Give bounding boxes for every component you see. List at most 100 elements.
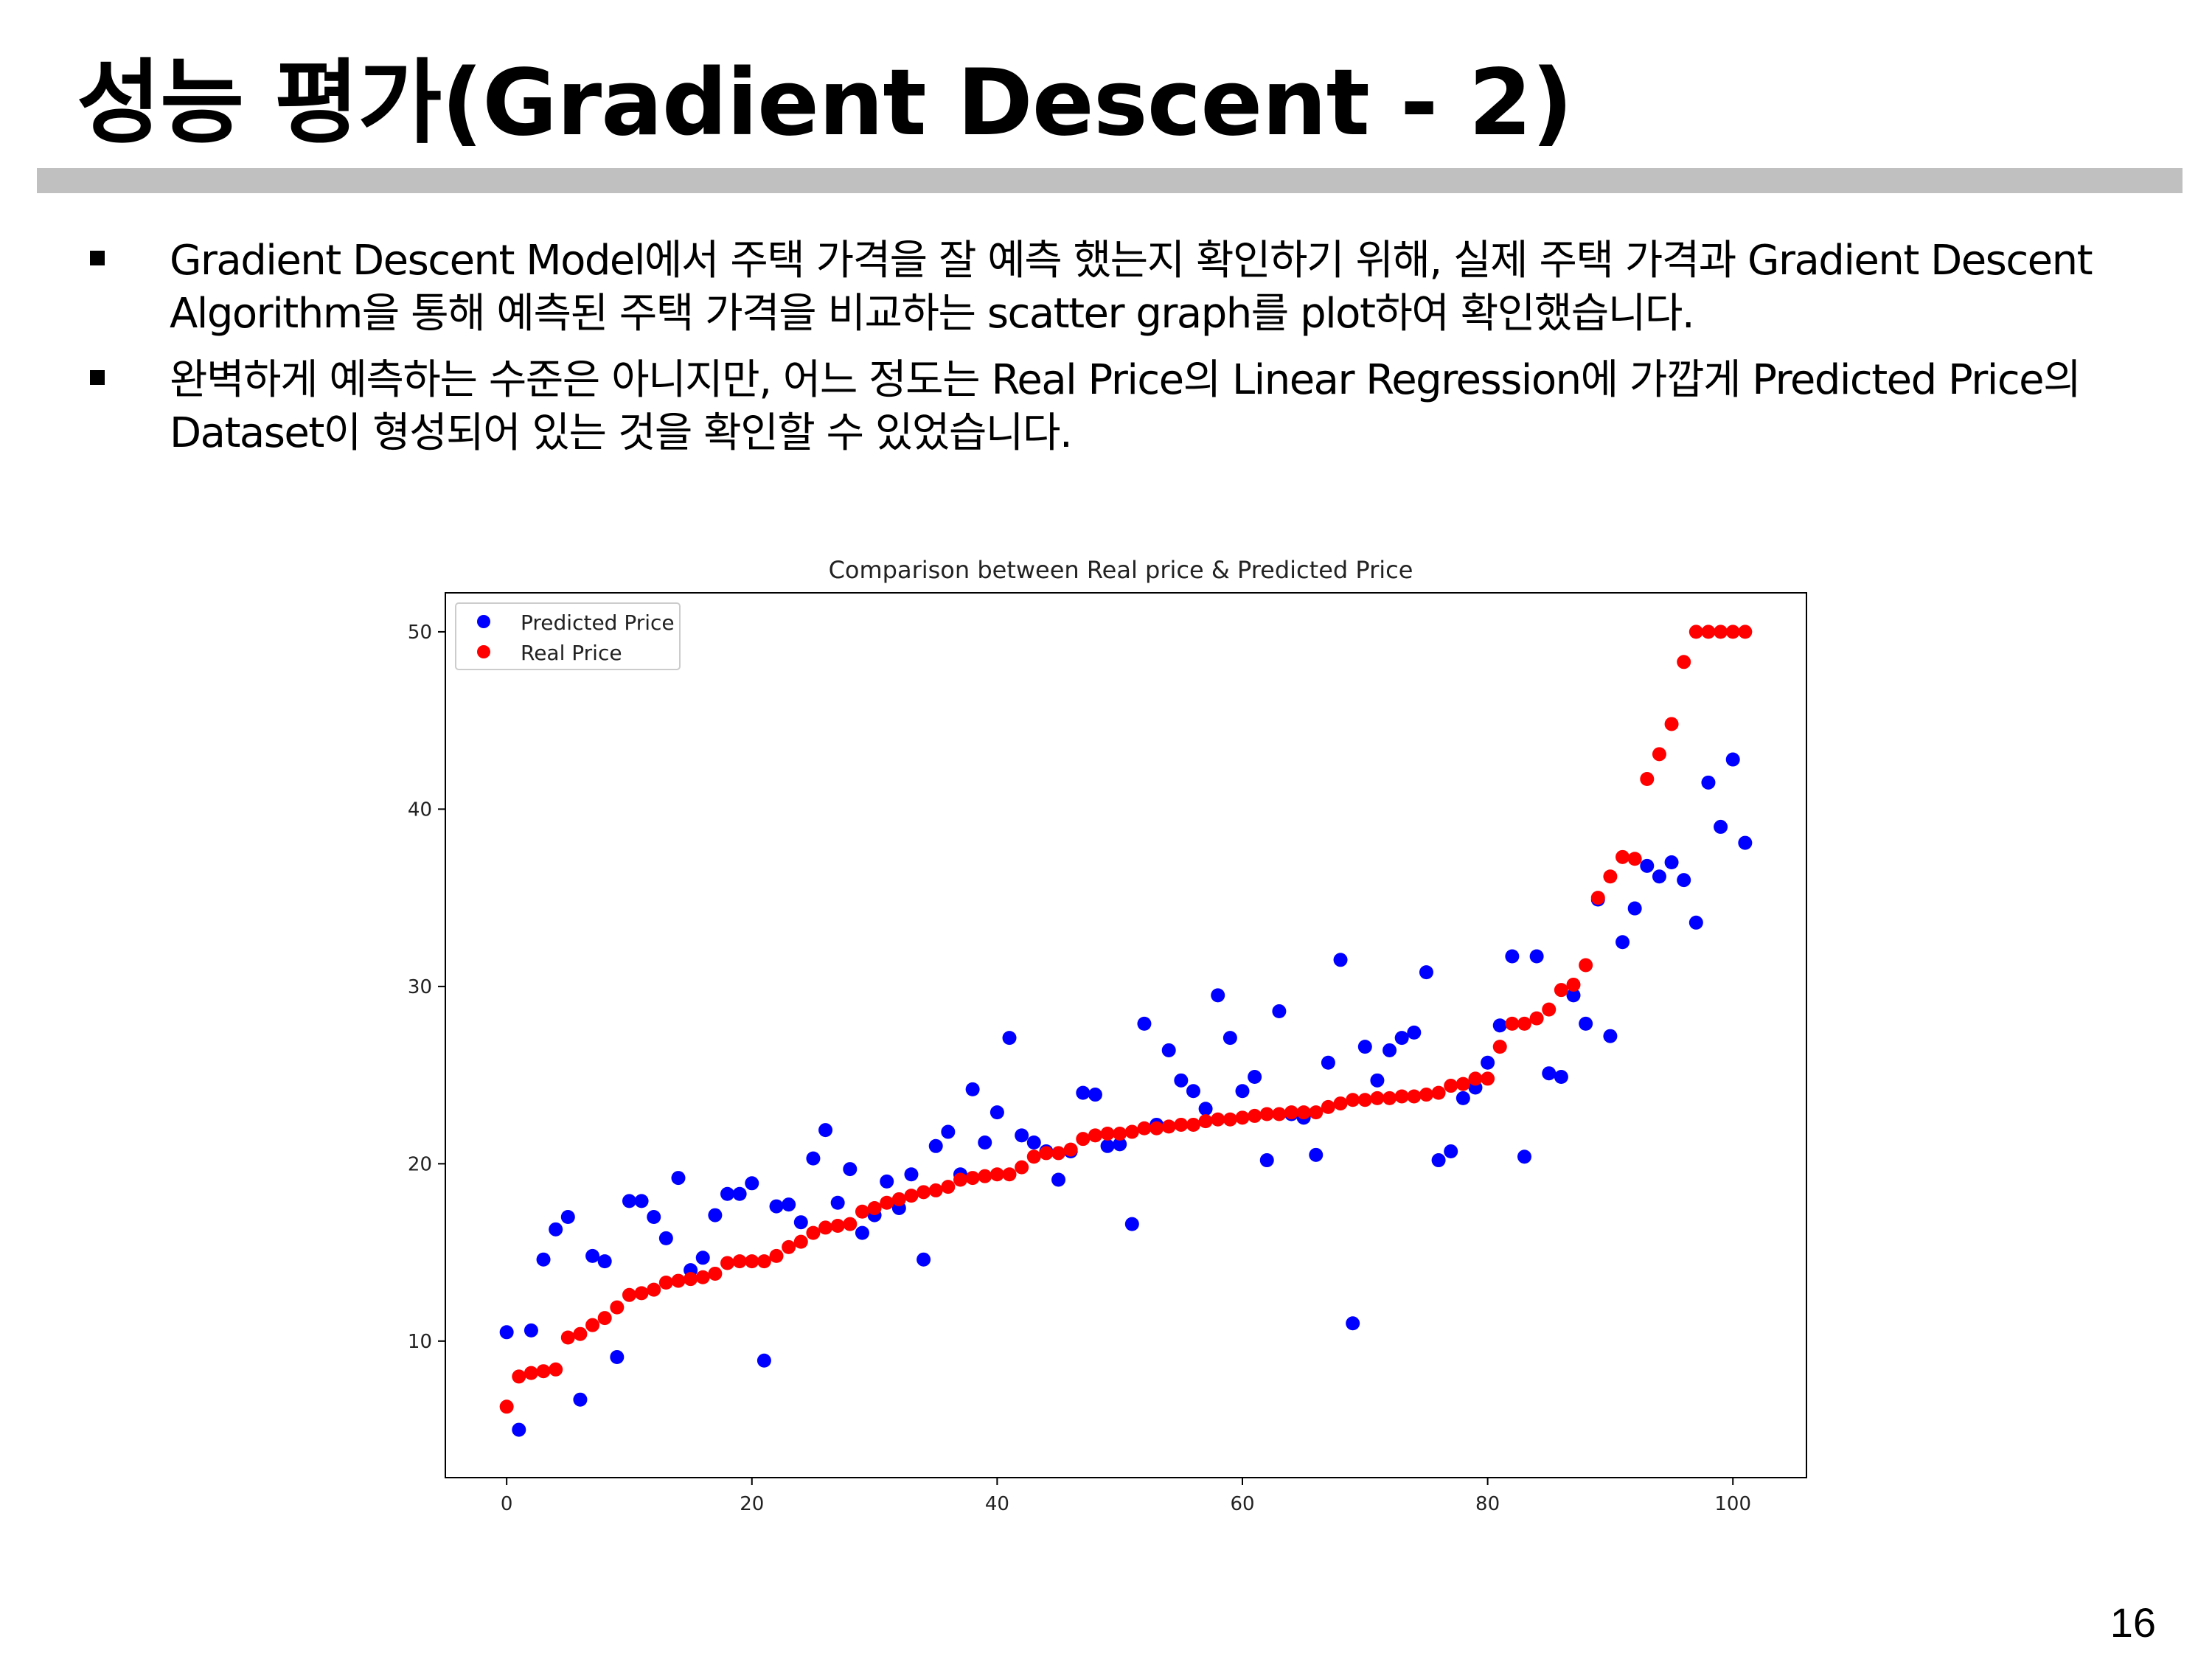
real-price-point bbox=[647, 1282, 661, 1297]
predicted-price-point bbox=[1272, 1004, 1287, 1019]
predicted-price-point bbox=[720, 1186, 735, 1201]
predicted-price-point bbox=[1161, 1043, 1176, 1057]
predicted-price-point bbox=[769, 1199, 784, 1214]
real-price-point bbox=[1124, 1124, 1139, 1139]
predicted-price-point bbox=[512, 1422, 526, 1437]
predicted-price-point bbox=[1701, 775, 1716, 790]
predicted-price-point bbox=[1714, 819, 1728, 834]
predicted-price-point bbox=[904, 1167, 919, 1182]
real-price-point bbox=[1039, 1146, 1054, 1161]
legend-marker-real bbox=[477, 645, 490, 658]
predicted-price-point bbox=[1002, 1031, 1017, 1046]
real-price-point bbox=[1481, 1071, 1495, 1086]
real-price-point bbox=[1015, 1160, 1029, 1175]
predicted-price-point bbox=[1211, 988, 1225, 1003]
predicted-price-point bbox=[1517, 1150, 1531, 1164]
bullet-text-2: 완벽하게 예측하는 수준은 아니지만, 어느 정도는 Real Price의 L… bbox=[170, 356, 2081, 457]
predicted-price-point bbox=[573, 1392, 588, 1407]
real-price-point bbox=[1688, 625, 1703, 639]
real-price-point bbox=[953, 1172, 967, 1187]
real-price-point bbox=[1590, 891, 1605, 905]
real-price-point bbox=[573, 1326, 588, 1341]
bullet-list: Gradient Descent Model에서 주택 가격을 잘 예측 했는지… bbox=[81, 234, 2131, 473]
real-price-point bbox=[1150, 1121, 1164, 1135]
legend-label-predicted: Predicted Price bbox=[521, 611, 675, 635]
x-axis: 0 20 40 60 80 100 bbox=[501, 1478, 1751, 1515]
real-price-point bbox=[1296, 1105, 1311, 1120]
x-tick-label: 20 bbox=[740, 1493, 764, 1515]
predicted-price-point bbox=[1688, 915, 1703, 930]
real-price-point bbox=[1259, 1107, 1274, 1121]
real-price-point bbox=[978, 1169, 992, 1183]
predicted-price-point bbox=[757, 1353, 771, 1368]
real-price-point bbox=[1492, 1040, 1507, 1054]
predicted-price-point bbox=[695, 1251, 710, 1265]
real-price-point bbox=[1615, 849, 1630, 864]
real-price-point bbox=[1431, 1085, 1446, 1100]
real-price-point bbox=[917, 1185, 931, 1200]
real-price-point bbox=[1198, 1114, 1213, 1129]
predicted-price-point bbox=[928, 1138, 943, 1153]
real-price-point bbox=[1382, 1091, 1397, 1105]
real-price-point bbox=[1554, 983, 1568, 998]
predicted-price-point bbox=[1309, 1147, 1324, 1162]
predicted-price-point bbox=[1222, 1031, 1237, 1046]
real-price-point bbox=[1113, 1126, 1127, 1141]
real-price-point bbox=[1652, 747, 1666, 762]
real-price-point bbox=[1579, 958, 1593, 973]
x-tick-label: 80 bbox=[1475, 1493, 1500, 1515]
real-price-point bbox=[843, 1217, 858, 1231]
bullet-item-1: Gradient Descent Model에서 주택 가격을 잘 예측 했는지… bbox=[81, 234, 2131, 341]
predicted-price-point bbox=[941, 1124, 956, 1139]
real-price-point bbox=[855, 1204, 869, 1219]
real-price-point bbox=[1357, 1093, 1372, 1107]
real-price-point bbox=[1137, 1121, 1152, 1135]
real-price-point bbox=[658, 1275, 673, 1290]
predicted-price-point bbox=[647, 1209, 661, 1224]
predicted-price-point bbox=[1615, 935, 1630, 950]
real-price-point bbox=[1284, 1105, 1299, 1120]
real-price-point bbox=[1603, 869, 1618, 884]
predicted-price-point bbox=[1481, 1055, 1495, 1070]
real-price-point bbox=[1186, 1117, 1200, 1132]
scatter-chart: Comparison between Real price & Predicte… bbox=[369, 546, 1836, 1534]
predicted-price-point bbox=[1174, 1073, 1189, 1088]
predicted-price-point bbox=[1346, 1316, 1360, 1331]
real-price-point bbox=[695, 1270, 710, 1284]
real-price-point bbox=[1455, 1077, 1470, 1091]
real-price-point bbox=[1174, 1117, 1189, 1132]
predicted-price-point bbox=[1357, 1040, 1372, 1054]
predicted-price-point bbox=[1235, 1084, 1250, 1099]
predicted-price-point bbox=[597, 1254, 612, 1269]
predicted-price-point bbox=[1444, 1144, 1458, 1159]
predicted-price-point bbox=[843, 1162, 858, 1177]
predicted-price-point bbox=[1382, 1043, 1397, 1057]
predicted-price-point bbox=[1505, 949, 1520, 964]
predicted-price-point bbox=[1725, 752, 1740, 767]
predicted-price-point bbox=[1015, 1128, 1029, 1143]
predicted-price-point bbox=[560, 1209, 575, 1224]
real-price-point bbox=[1248, 1108, 1262, 1123]
real-price-point bbox=[1333, 1096, 1348, 1111]
predicted-price-point bbox=[745, 1176, 759, 1191]
bullet-item-2: 완벽하게 예측하는 수준은 아니지만, 어느 정도는 Real Price의 L… bbox=[81, 354, 2131, 460]
data-points bbox=[499, 625, 1753, 1437]
predicted-price-point bbox=[1419, 965, 1433, 980]
predicted-price-point bbox=[1394, 1031, 1409, 1046]
real-price-point bbox=[1627, 852, 1642, 866]
real-price-point bbox=[597, 1311, 612, 1326]
predicted-price-point bbox=[1248, 1070, 1262, 1085]
real-price-point bbox=[782, 1239, 796, 1254]
real-price-point bbox=[1161, 1119, 1176, 1134]
real-price-point bbox=[1321, 1099, 1335, 1114]
predicted-price-point bbox=[671, 1171, 686, 1186]
y-axis: 10 20 30 40 50 bbox=[408, 622, 445, 1353]
real-price-point bbox=[928, 1183, 943, 1197]
predicted-price-point bbox=[1370, 1073, 1385, 1088]
real-price-point bbox=[1394, 1089, 1409, 1104]
real-price-point bbox=[757, 1254, 771, 1269]
y-tick-label: 50 bbox=[408, 622, 432, 644]
predicted-price-point bbox=[536, 1252, 551, 1267]
predicted-price-point bbox=[965, 1082, 980, 1096]
real-price-point bbox=[1346, 1093, 1360, 1107]
